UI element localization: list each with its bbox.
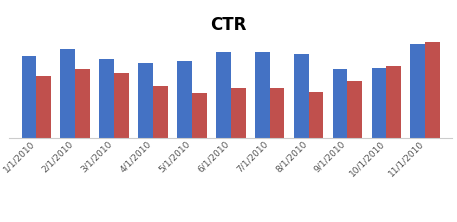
Text: CTR: CTR: [210, 16, 247, 34]
Bar: [410, 44, 425, 138]
Bar: [153, 86, 168, 138]
Bar: [386, 66, 401, 138]
Bar: [60, 49, 75, 138]
Bar: [231, 88, 245, 138]
Bar: [192, 93, 207, 138]
Bar: [270, 88, 284, 138]
Bar: [21, 56, 37, 138]
Bar: [425, 42, 440, 138]
Bar: [308, 91, 324, 138]
Bar: [333, 69, 347, 138]
Bar: [138, 63, 153, 138]
Bar: [37, 76, 51, 138]
Bar: [255, 52, 270, 138]
Bar: [372, 68, 386, 138]
Bar: [99, 59, 114, 138]
Bar: [114, 73, 129, 138]
Bar: [216, 52, 231, 138]
Bar: [347, 81, 362, 138]
Bar: [177, 61, 192, 138]
Bar: [294, 54, 308, 138]
Bar: [75, 69, 90, 138]
